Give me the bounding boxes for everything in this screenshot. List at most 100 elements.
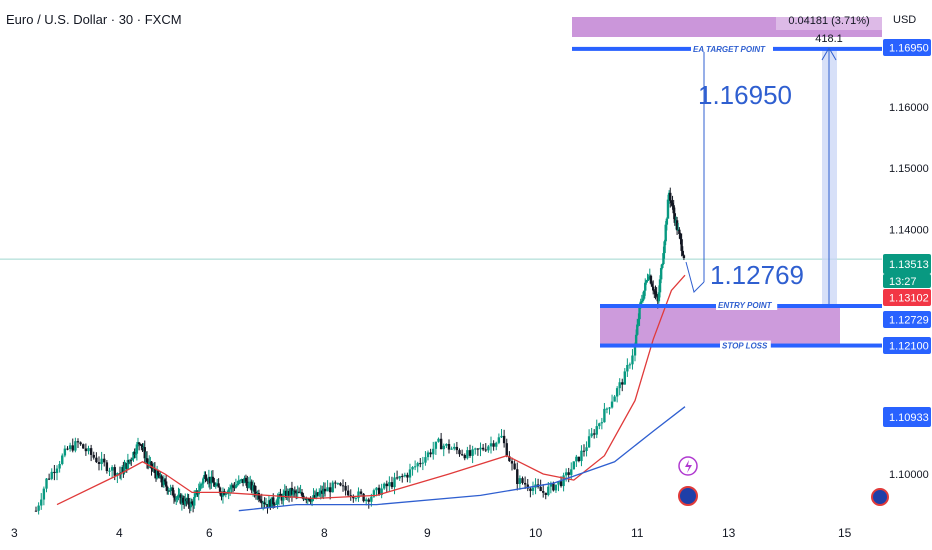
target-zone xyxy=(572,17,882,37)
candle-body xyxy=(416,463,419,467)
candle-body xyxy=(577,456,581,462)
candle-body xyxy=(280,496,284,501)
time-axis-tick: 9 xyxy=(424,526,431,540)
candle-body xyxy=(296,491,299,494)
candle-body xyxy=(562,475,565,487)
price-axis-tick: 1.10000 xyxy=(889,469,929,481)
candle-body xyxy=(89,448,93,455)
candle-body xyxy=(367,499,370,502)
candle-body xyxy=(204,474,207,479)
candle-body xyxy=(487,446,490,451)
candle-body xyxy=(662,253,665,265)
symbol-title[interactable]: Euro / U.S. Dollar · 30 · FXCM xyxy=(6,12,182,27)
candle-body xyxy=(390,482,394,488)
candle-body xyxy=(267,500,271,509)
time-axis[interactable]: 3 4 6 8 9 10 11 13 15 xyxy=(11,526,852,540)
candle-body xyxy=(261,502,265,504)
candle-body xyxy=(383,483,386,489)
candle-body xyxy=(284,490,288,498)
candle-body xyxy=(370,496,373,502)
candle-body xyxy=(377,487,381,496)
candle-body xyxy=(539,486,542,492)
candle-body xyxy=(557,481,560,485)
candle-body xyxy=(42,488,46,500)
candle-body xyxy=(79,442,82,445)
candle-body xyxy=(531,487,535,491)
ema-blue-line xyxy=(238,406,686,512)
candle-body xyxy=(380,488,383,496)
candle-body xyxy=(247,482,251,488)
candle-body xyxy=(139,443,142,445)
candle-body xyxy=(398,476,401,479)
candle-body xyxy=(442,445,445,450)
price-badge[interactable] xyxy=(883,39,931,56)
candle-body xyxy=(564,472,568,476)
candle-body xyxy=(323,488,327,492)
candle-body xyxy=(190,501,194,504)
candle-body xyxy=(243,477,246,483)
candle-body xyxy=(260,500,263,504)
candle-body xyxy=(236,483,239,486)
candle-body xyxy=(354,498,358,500)
candle-body xyxy=(610,401,614,408)
candle-body xyxy=(97,462,101,465)
candle-body xyxy=(636,324,639,335)
candle-body xyxy=(215,483,219,485)
candle-body xyxy=(226,493,229,495)
candle-body xyxy=(307,498,311,501)
candle-body xyxy=(172,495,176,498)
candle-body xyxy=(647,276,650,280)
candle-body xyxy=(650,283,654,287)
candle-body xyxy=(244,477,248,482)
price-badge[interactable] xyxy=(883,274,931,288)
candle-body xyxy=(299,492,302,494)
candle-body xyxy=(521,478,524,483)
candle-body xyxy=(474,448,477,450)
candle-body xyxy=(357,491,360,499)
candle-body xyxy=(50,471,53,479)
candle-body xyxy=(66,448,69,450)
candle-body xyxy=(595,426,598,435)
candle-body xyxy=(227,489,230,494)
price-badge[interactable] xyxy=(883,407,931,427)
candle-body xyxy=(439,438,443,450)
candle-body xyxy=(205,478,208,481)
candle-body xyxy=(221,491,225,497)
price-badge[interactable] xyxy=(883,254,931,274)
candle-body xyxy=(585,447,588,452)
candle-body xyxy=(160,475,163,483)
eu-flag-icon[interactable] xyxy=(871,488,889,506)
candle-body xyxy=(132,451,135,459)
candle-body xyxy=(575,456,578,462)
candle-body xyxy=(652,286,655,291)
time-axis-tick: 8 xyxy=(321,526,328,540)
price-badge[interactable] xyxy=(883,337,931,354)
currency-label[interactable]: USD xyxy=(893,14,917,26)
price-badge[interactable] xyxy=(883,311,931,328)
candle-body xyxy=(145,458,149,463)
candle-body xyxy=(220,493,223,497)
candle-body xyxy=(657,292,661,302)
candle-body xyxy=(413,466,417,468)
candle-body xyxy=(476,448,480,450)
candle-body xyxy=(61,455,64,465)
time-axis-tick: 13 xyxy=(722,526,736,540)
candle-body xyxy=(621,382,624,385)
candle-body xyxy=(177,494,180,498)
candle-body xyxy=(313,495,317,498)
candle-body xyxy=(654,291,657,295)
candle-body xyxy=(286,490,289,498)
price-axis[interactable]: 1.16000 1.15000 1.14000 1.10000 1.16950 1.135… xyxy=(883,39,931,481)
candle-body xyxy=(458,450,461,455)
candle-body xyxy=(426,452,430,458)
candles-layer xyxy=(34,187,686,515)
candle-body xyxy=(224,493,228,495)
candle-body xyxy=(408,469,412,478)
price-badge[interactable] xyxy=(883,289,931,306)
candle-body xyxy=(166,486,169,492)
candle-body xyxy=(393,477,396,488)
candle-body xyxy=(552,483,555,491)
us-flag-icon[interactable] xyxy=(678,486,698,506)
candle-body xyxy=(463,454,466,459)
